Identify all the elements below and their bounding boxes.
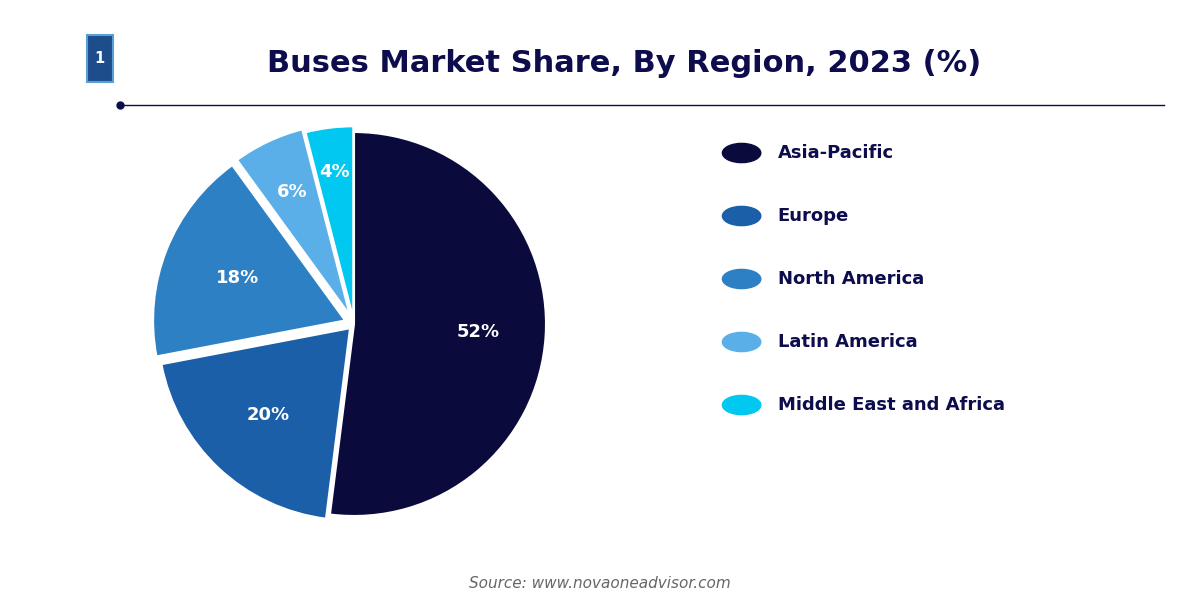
- Text: NOVA: NOVA: [22, 51, 67, 66]
- Text: 4%: 4%: [319, 163, 350, 181]
- Text: Asia-Pacific: Asia-Pacific: [778, 144, 894, 162]
- Text: Buses Market Share, By Region, 2023 (%): Buses Market Share, By Region, 2023 (%): [266, 49, 982, 77]
- Text: 18%: 18%: [216, 269, 259, 287]
- Text: Europe: Europe: [778, 207, 848, 225]
- FancyBboxPatch shape: [86, 35, 113, 82]
- Text: ADVISOR: ADVISOR: [115, 51, 190, 66]
- Wedge shape: [330, 132, 546, 516]
- Text: 52%: 52%: [457, 323, 500, 341]
- Text: 1: 1: [95, 51, 104, 66]
- Wedge shape: [306, 126, 353, 318]
- Wedge shape: [162, 328, 350, 518]
- Text: 6%: 6%: [276, 183, 307, 201]
- Wedge shape: [238, 130, 350, 316]
- Text: 20%: 20%: [247, 406, 290, 424]
- Text: Middle East and Africa: Middle East and Africa: [778, 396, 1004, 414]
- Text: North America: North America: [778, 270, 924, 288]
- Text: Latin America: Latin America: [778, 333, 917, 351]
- Text: Source: www.novaoneadvisor.com: Source: www.novaoneadvisor.com: [469, 576, 731, 590]
- Wedge shape: [154, 165, 346, 356]
